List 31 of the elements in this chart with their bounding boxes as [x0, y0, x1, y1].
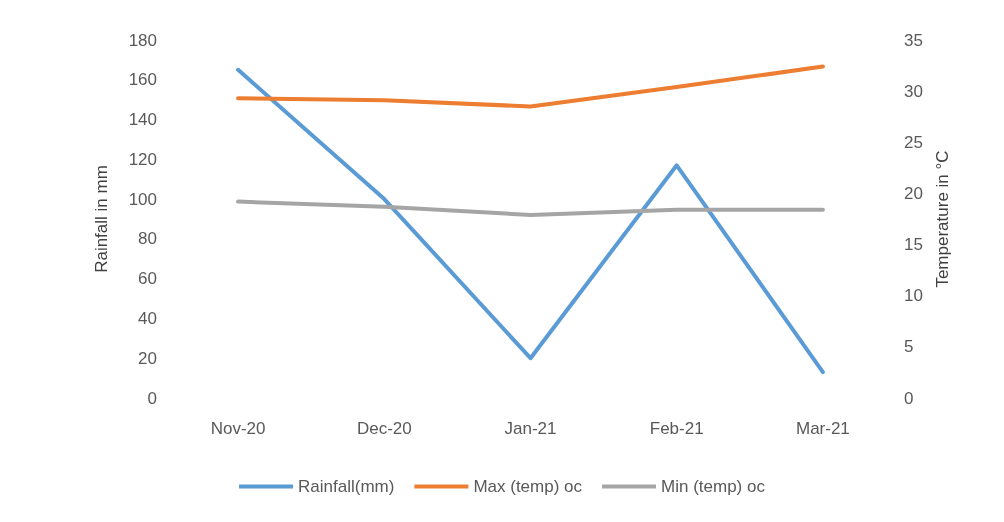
y2-tick-label: 10	[904, 286, 923, 306]
x-tick-label: Mar-21	[795, 419, 850, 438]
y-tick-label: 20	[138, 348, 157, 368]
legend-label: Min (temp) oc	[661, 477, 766, 496]
y2-tick-label: 25	[904, 132, 923, 152]
y2-axis-title: Temperature in °C	[933, 150, 952, 288]
line-series	[236, 67, 825, 375]
y2-tick-label: 35	[904, 30, 923, 50]
y2-tick-label: 0	[904, 388, 914, 408]
y2-tick-label: 15	[904, 235, 923, 255]
y2-tick-label: 20	[904, 183, 923, 203]
y-tick-label: 40	[138, 308, 157, 328]
x-tick-label: Feb-21	[649, 419, 704, 438]
line-series	[236, 199, 825, 217]
y2-tick-label: 30	[904, 81, 923, 101]
y-tick-label: 120	[128, 149, 157, 169]
y-tick-label: 80	[138, 229, 157, 249]
x-tick-label: Nov-20	[210, 419, 266, 438]
x-tick-label: Dec-20	[356, 419, 412, 438]
y-tick-label: 0	[147, 388, 157, 408]
y-tick-label: 100	[128, 189, 157, 209]
legend-label: Max (temp) oc	[473, 477, 583, 496]
y-tick-label: 180	[128, 30, 157, 50]
y2-tick-label: 5	[904, 337, 914, 357]
legend-label: Rainfall(mm)	[298, 477, 395, 496]
y-tick-label: 160	[128, 70, 157, 90]
y-tick-label: 140	[128, 110, 157, 130]
y-tick-label: 60	[138, 269, 157, 289]
y-axis-title: Rainfall in mm	[92, 165, 111, 273]
line-series	[236, 64, 825, 109]
x-tick-label: Jan-21	[504, 419, 557, 438]
